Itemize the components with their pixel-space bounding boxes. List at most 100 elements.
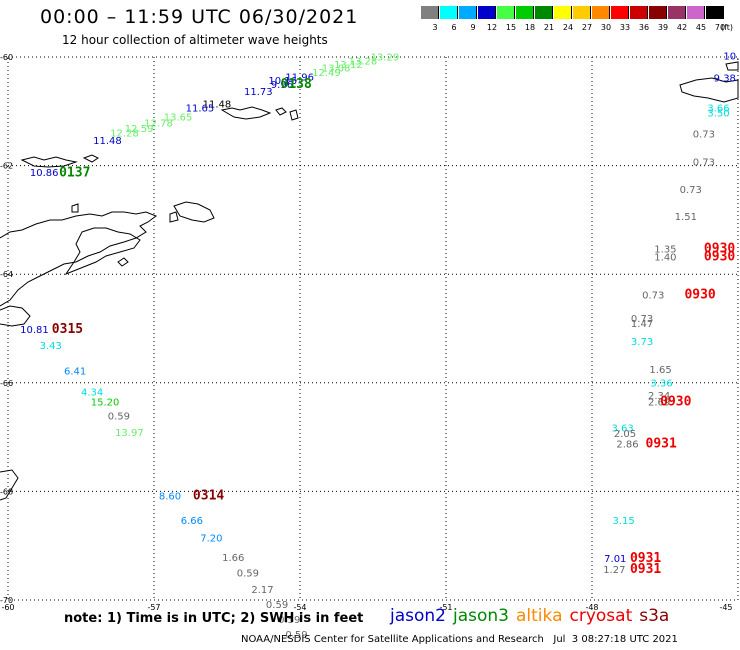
longitude-label: -45 [719,603,732,612]
wave-height-value: 2.69 [648,398,670,409]
wave-height-value: 3.73 [631,337,653,348]
latitude-label: -70 [0,596,13,605]
coastline-segment [20,156,78,168]
legend-label: 12 [486,23,498,32]
map-title: 00:00 – 11:59 UTC 06/30/2021 [40,6,359,28]
pass-time-label: 0930 [704,241,735,256]
legend-swatch [611,6,629,19]
legend-label: 24 [562,23,574,32]
legend-label: 45 [695,23,707,32]
wave-height-value: 10.69 [723,52,740,63]
legend-label: 21 [543,23,555,32]
longitude-label: -54 [293,603,306,612]
wave-height-value: 11.96 [285,72,314,83]
pass-time-label: 0931 [646,436,677,451]
wave-height-value: 13.08 [322,64,351,75]
pass-time-label: 0930 [660,395,691,410]
wave-height-value: 0.73 [642,291,664,302]
wave-height-value: 10.16 [268,76,297,87]
wave-height-value: 3.15 [612,516,634,527]
latitude-label: -68 [0,487,13,496]
legend-label: 27 [581,23,593,32]
coastline-segment [169,211,179,223]
legend-label: 15 [505,23,517,32]
wave-height-value: 2.86 [616,439,638,450]
wave-height-value: 7.01 [604,554,626,565]
latitude-label: -64 [0,270,13,279]
legend-swatch [421,6,439,19]
legend-swatch [535,6,553,19]
wave-height-value: 1.40 [654,253,676,264]
coastline [0,61,739,501]
legend-swatch [554,6,572,19]
legend-swatch [516,6,534,19]
legend-unit: (ft) [720,23,734,32]
footer-credit: NOAA/NESDIS Center for Satellite Applica… [241,634,678,645]
wave-height-value: 1.35 [654,244,676,255]
legend-label: 70 [714,23,726,32]
map-frame [7,56,739,601]
wave-height-value: 3.50 [707,109,729,120]
wave-height-value: 7.20 [200,533,222,544]
satellite-name: altika [516,606,563,626]
legend-label: 6 [451,23,457,32]
legend-swatch [459,6,477,19]
pass-time-label: 0931 [630,551,661,566]
coastline-segment [64,227,141,276]
wave-height-value: 3.36 [650,379,672,390]
satellite-legend: jason2 jason3 altika cryosat s3a [390,606,676,626]
wave-height-value: 10.86 [30,168,59,179]
wave-height-value: 3.63 [611,424,633,435]
wave-height-value: 0.59 [266,600,288,611]
wave-height-value: 8.60 [159,492,181,503]
wave-height-value: 11.48 [93,136,122,147]
longitude-label: -51 [439,603,452,612]
coastline-segment [725,61,739,71]
footer-note: note: 1) Time is in UTC; 2) SWH is in fe… [64,611,364,626]
latitude-label: -66 [0,379,13,388]
wave-height-value: 1.51 [675,212,697,223]
legend-swatch [706,6,724,19]
wave-height-value: 13.12 [334,60,363,71]
legend-swatch [478,6,496,19]
wave-height-value: 1.47 [631,319,653,330]
coastline-segment [82,154,99,163]
legend-swatch [630,6,648,19]
satellite-name: cryosat [569,606,633,626]
wave-height-observations: 13.2913.2813.1213.0812.4911.9610.169.961… [20,52,740,641]
wave-height-value: 1.66 [222,553,244,564]
coastline-segment [71,203,79,213]
legend-swatch [668,6,686,19]
pass-time-label: 0314 [193,489,224,504]
latitude-label: -60 [0,53,13,62]
map-subtitle: 12 hour collection of altimeter wave hei… [62,33,328,47]
coastline-segment [275,107,287,116]
latitude-label: -62 [0,162,13,171]
longitude-label: -60 [1,603,14,612]
wave-height-value: 3.43 [40,341,62,352]
wave-height-value: 12.49 [312,68,341,79]
longitude-label: -48 [585,603,598,612]
legend-label: 33 [619,23,631,32]
wave-height-value: 0.59 [285,630,307,641]
wave-height-value: 10.81 [20,325,49,336]
legend-label: 9 [470,23,476,32]
wave-height-value: 13.29 [371,52,400,63]
pass-time-label: 0931 [630,562,661,577]
wave-height-value: 11.73 [244,87,273,98]
wave-height-value: 2.34 [648,391,670,402]
satellite-name: jason3 [453,606,509,626]
axis-labels: -60-62-64-66-68-70-60 -57 -54 -51 -48 -45 [0,53,733,612]
pass-time-label: 0315 [52,322,83,337]
coastline-segment [0,469,19,501]
wave-height-value: 0.59 [108,412,130,423]
wave-height-value: 0.73 [631,314,653,325]
wave-height-value: 11.48 [203,99,232,110]
legend-label: 18 [524,23,536,32]
wave-height-value: 3.66 [707,103,729,114]
wave-height-value: 6.41 [64,367,86,378]
pass-time-labels: 0138013709300930093009300931093109310315… [52,77,736,577]
legend-swatch [687,6,705,19]
wave-height-value: 1.27 [603,565,625,576]
